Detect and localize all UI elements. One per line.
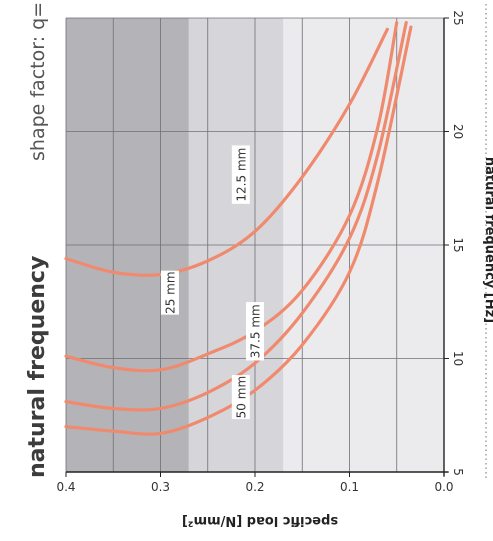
series-label: 25 mm [160, 270, 179, 315]
frequency-tick-label: 15 [451, 237, 465, 252]
chart-title: natural frequency [25, 256, 50, 478]
load-tick-label: 0.0 [434, 480, 453, 494]
series-label: 37.5 mm [246, 302, 264, 361]
frequency-tick-label: 20 [451, 124, 465, 139]
tick-labels: 0.4 0.3 0.2 0.1 0.0 5 10 15 20 25 [56, 10, 465, 494]
series-label-text: 37.5 mm [249, 304, 263, 358]
y-axis-title: specific load [N/mm²] [182, 513, 338, 528]
series-label-text: 50 mm [234, 376, 248, 418]
series-12-5-mmcurve [64, 27, 389, 277]
x-axis-title: natural frequency [Hz] [482, 157, 493, 323]
series-labels: 12.5 mm 25 mm 37.5 mm 50 mm [160, 145, 264, 420]
frequency-tick-label: 10 [451, 351, 465, 366]
load-tick-label: 0.2 [245, 480, 264, 494]
series-50-mmcurve [64, 25, 413, 436]
series-label-box [231, 145, 250, 204]
load-tick-label: 0.1 [340, 480, 359, 494]
axes [65, 17, 449, 477]
frequency-tick-label: 5 [451, 468, 465, 476]
series-label-text: 25 mm [163, 271, 177, 313]
series-37-5-mmcurve [64, 20, 408, 412]
series-label-box [160, 270, 179, 315]
load-tick-label: 0.4 [56, 480, 75, 494]
series-label: 12.5 mm [231, 145, 250, 204]
series-label-box [231, 375, 250, 420]
chart-subtitle: shape factor: q=1.5 [27, 0, 49, 161]
series-label-text: 12.5 mm [234, 148, 248, 202]
frequency-tick-label: 25 [451, 10, 465, 25]
load-tick-label: 0.3 [151, 480, 170, 494]
series-label: 50 mm [231, 375, 250, 420]
data-series [64, 20, 413, 436]
series-label-box [246, 302, 264, 361]
series-25-mmcurve [64, 20, 399, 373]
